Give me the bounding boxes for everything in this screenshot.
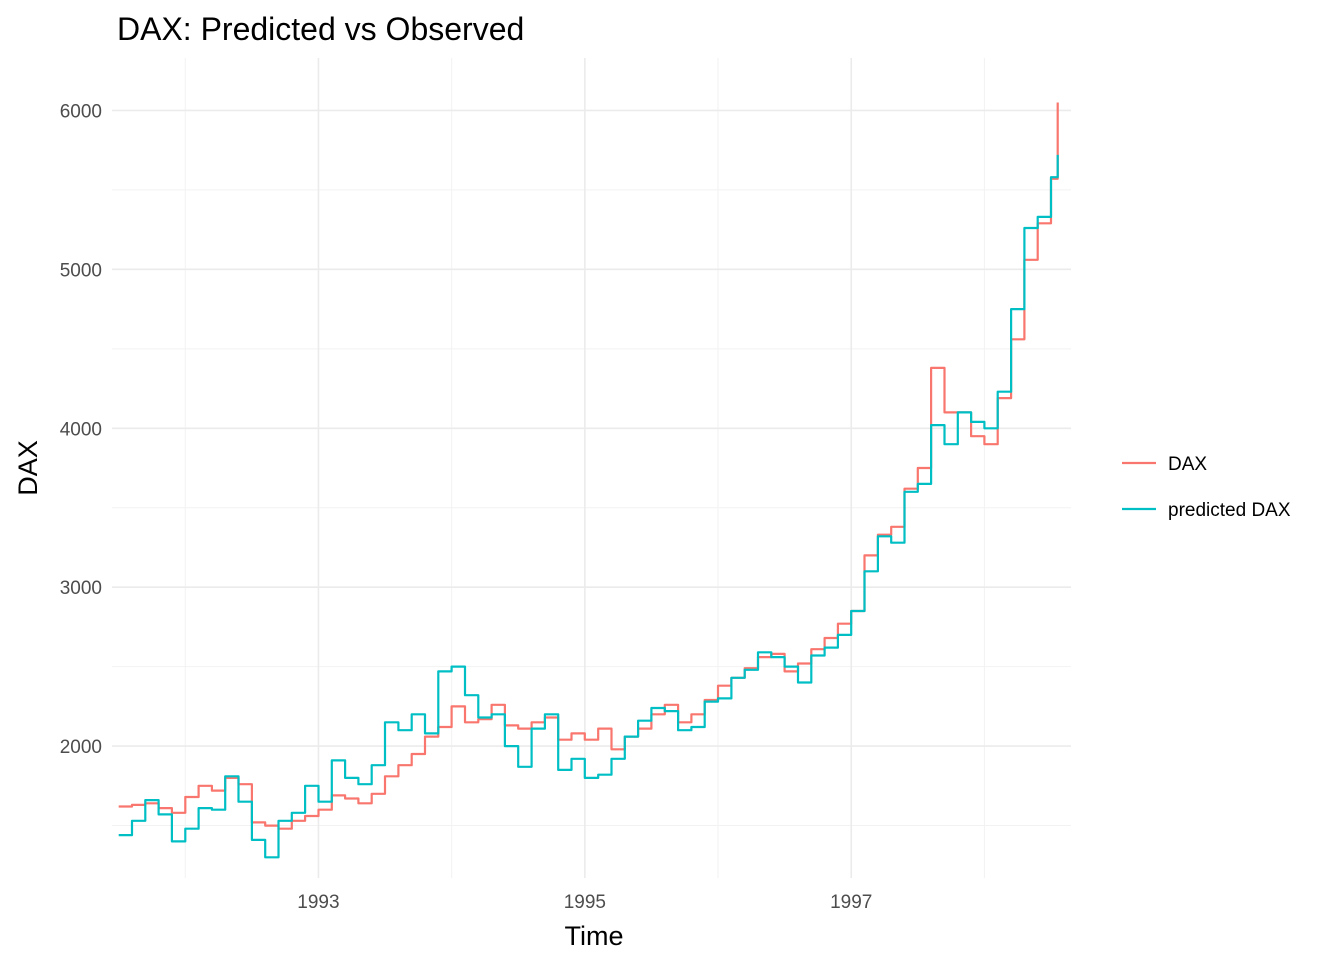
series-layer xyxy=(118,102,1059,859)
series-line-dax xyxy=(118,102,1059,830)
y-tick-label: 4000 xyxy=(60,419,102,440)
y-tick-label: 6000 xyxy=(60,101,102,122)
grid-major xyxy=(112,58,1071,878)
y-axis-title: DAX xyxy=(13,440,43,496)
x-tick-label: 1995 xyxy=(564,892,606,913)
y-axis-ticks: 2000 3000 4000 5000 6000 xyxy=(60,101,102,758)
y-tick-label: 3000 xyxy=(60,578,102,599)
legend-label-predicted-dax: predicted DAX xyxy=(1168,500,1291,521)
x-axis-ticks: 1993 1995 1997 xyxy=(297,892,872,913)
y-tick-label: 5000 xyxy=(60,260,102,281)
legend: DAX predicted DAX xyxy=(1122,454,1291,521)
x-axis-title: Time xyxy=(565,921,624,951)
legend-label-dax: DAX xyxy=(1168,454,1207,475)
series-line-predicted-dax xyxy=(118,154,1059,859)
grid-minor xyxy=(112,58,1071,878)
x-tick-label: 1993 xyxy=(297,892,339,913)
x-tick-label: 1997 xyxy=(830,892,872,913)
chart-title: DAX: Predicted vs Observed xyxy=(117,11,524,47)
y-tick-label: 2000 xyxy=(60,737,102,758)
